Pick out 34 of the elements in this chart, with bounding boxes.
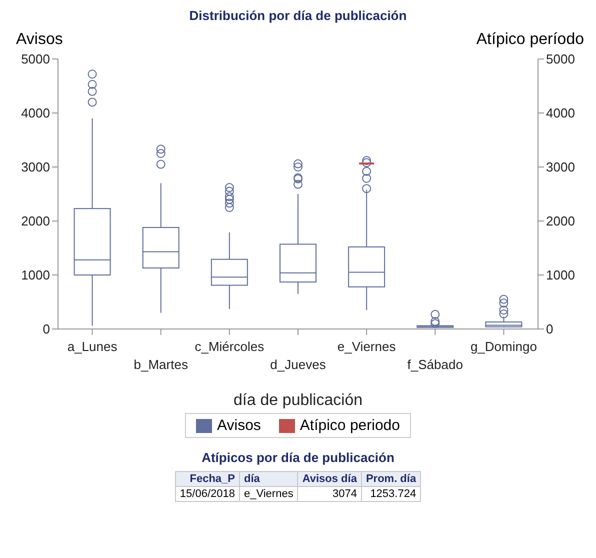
- text: Atípicos por día de publicación: [200, 450, 396, 465]
- y2-tick-label: 2000: [546, 214, 575, 229]
- x-tick-label: g_Domingo: [470, 339, 537, 354]
- chart-title: Distribución por día de publicación: [188, 8, 408, 23]
- y-tick-label: 1000: [21, 268, 50, 283]
- y-tick-label: 3000: [21, 160, 50, 175]
- y-tick-label: 0: [42, 322, 50, 337]
- y2-axis-title: Atípico período: [476, 31, 584, 49]
- text: Prom. día: [361, 472, 421, 486]
- x-tick-label: b_Martes: [134, 357, 188, 372]
- legend-label: Atípico periodo: [298, 417, 400, 434]
- x-tick-label: d_Jueves: [270, 357, 326, 372]
- y-tick-label: 4000: [21, 106, 50, 121]
- y2-tick-label: 4000: [546, 106, 575, 121]
- y2-tick-label: 1000: [546, 268, 575, 283]
- x-axis-title: día de publicación: [234, 392, 362, 409]
- text: Avisos día: [298, 472, 362, 486]
- x-tick-label: e_Viernes: [337, 339, 396, 354]
- y2-tick-label: 0: [546, 322, 554, 337]
- text: día: [239, 472, 298, 486]
- text: 3074: [298, 486, 362, 502]
- y-tick-label: 2000: [21, 214, 50, 229]
- y-axis-title: Avisos: [16, 31, 63, 49]
- y2-tick-label: 5000: [546, 52, 575, 67]
- text: Fecha_P: [175, 472, 240, 486]
- x-tick-label: c_Miércoles: [194, 339, 265, 354]
- text: 1253.724: [361, 486, 421, 502]
- y2-tick-label: 3000: [546, 160, 575, 175]
- x-tick-label: f_Sábado: [407, 357, 463, 372]
- text: e_Viernes: [239, 486, 298, 502]
- legend-label: Avisos: [216, 417, 261, 434]
- text: 15/06/2018: [175, 486, 240, 502]
- x-tick-label: a_Lunes: [67, 339, 118, 354]
- y-tick-label: 5000: [21, 52, 50, 67]
